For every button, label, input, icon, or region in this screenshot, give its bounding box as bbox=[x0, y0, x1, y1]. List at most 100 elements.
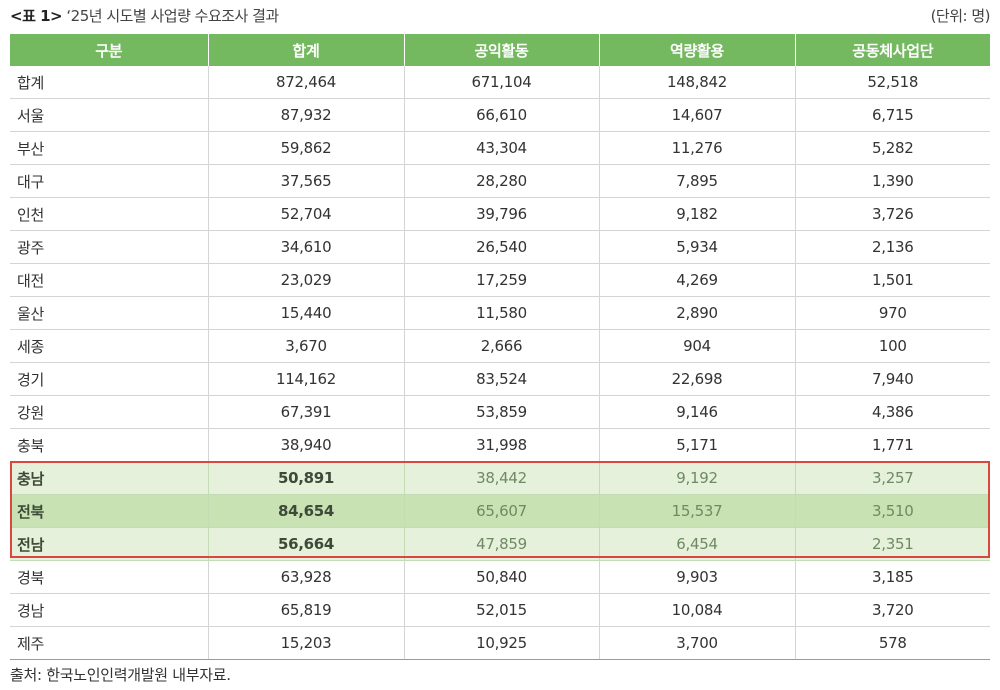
region-cell: 울산 bbox=[10, 296, 208, 330]
value-cell: 3,510 bbox=[794, 494, 990, 528]
value-cell: 11,276 bbox=[598, 131, 795, 165]
value-cell: 15,440 bbox=[207, 296, 404, 330]
value-cell: 1,501 bbox=[794, 263, 990, 297]
value-cell: 6,715 bbox=[794, 98, 990, 132]
region-cell: 경북 bbox=[10, 560, 208, 594]
column-header: 역량활용 bbox=[598, 34, 795, 66]
value-cell: 9,182 bbox=[598, 197, 795, 231]
value-cell: 43,304 bbox=[403, 131, 599, 165]
table-row: 부산 59,862 43,304 11,276 5,282 bbox=[10, 131, 990, 165]
value-cell: 671,104 bbox=[403, 66, 599, 99]
table-row: 대전 23,029 17,259 4,269 1,501 bbox=[10, 263, 990, 297]
value-cell: 1,390 bbox=[794, 164, 990, 198]
value-cell: 7,895 bbox=[598, 164, 795, 198]
value-cell: 52,015 bbox=[403, 593, 599, 627]
value-cell: 59,862 bbox=[207, 131, 404, 165]
value-cell: 84,654 bbox=[207, 494, 404, 528]
value-cell: 83,524 bbox=[403, 362, 599, 396]
region-cell: 광주 bbox=[10, 230, 208, 264]
value-cell: 148,842 bbox=[598, 66, 795, 99]
column-header: 공동체사업단 bbox=[794, 34, 990, 66]
value-cell: 26,540 bbox=[403, 230, 599, 264]
value-cell: 50,840 bbox=[403, 560, 599, 594]
value-cell: 4,386 bbox=[794, 395, 990, 429]
value-cell: 65,607 bbox=[403, 494, 599, 528]
value-cell: 17,259 bbox=[403, 263, 599, 297]
value-cell: 14,607 bbox=[598, 98, 795, 132]
value-cell: 970 bbox=[794, 296, 990, 330]
source-note: 출처: 한국노인인력개발원 내부자료. bbox=[10, 666, 231, 684]
value-cell: 5,934 bbox=[598, 230, 795, 264]
value-cell: 38,442 bbox=[403, 461, 599, 495]
value-cell: 578 bbox=[794, 626, 990, 660]
table-row: 합계 872,464 671,104 148,842 52,518 bbox=[10, 66, 990, 99]
table-row: 경기 114,162 83,524 22,698 7,940 bbox=[10, 362, 990, 396]
value-cell: 10,084 bbox=[598, 593, 795, 627]
column-header: 구분 bbox=[10, 34, 208, 66]
value-cell: 11,580 bbox=[403, 296, 599, 330]
table-row: 세종 3,670 2,666 904 100 bbox=[10, 329, 990, 363]
value-cell: 34,610 bbox=[207, 230, 404, 264]
value-cell: 3,670 bbox=[207, 329, 404, 363]
value-cell: 39,796 bbox=[403, 197, 599, 231]
region-cell: 경남 bbox=[10, 593, 208, 627]
table-row: 경북 63,928 50,840 9,903 3,185 bbox=[10, 560, 990, 594]
value-cell: 2,890 bbox=[598, 296, 795, 330]
table-row: 전남 56,664 47,859 6,454 2,351 bbox=[10, 527, 990, 561]
value-cell: 53,859 bbox=[403, 395, 599, 429]
region-cell: 대전 bbox=[10, 263, 208, 297]
value-cell: 5,282 bbox=[794, 131, 990, 165]
region-cell: 인천 bbox=[10, 197, 208, 231]
region-cell: 세종 bbox=[10, 329, 208, 363]
value-cell: 15,537 bbox=[598, 494, 795, 528]
value-cell: 5,171 bbox=[598, 428, 795, 462]
table-row: 전북 84,654 65,607 15,537 3,510 bbox=[10, 494, 990, 528]
region-cell: 충북 bbox=[10, 428, 208, 462]
value-cell: 50,891 bbox=[207, 461, 404, 495]
table-row: 서울 87,932 66,610 14,607 6,715 bbox=[10, 98, 990, 132]
table-row: 충남 50,891 38,442 9,192 3,257 bbox=[10, 461, 990, 495]
value-cell: 28,280 bbox=[403, 164, 599, 198]
column-header: 공익활동 bbox=[403, 34, 599, 66]
value-cell: 22,698 bbox=[598, 362, 795, 396]
value-cell: 67,391 bbox=[207, 395, 404, 429]
value-cell: 114,162 bbox=[207, 362, 404, 396]
value-cell: 100 bbox=[794, 329, 990, 363]
value-cell: 37,565 bbox=[207, 164, 404, 198]
region-cell: 전남 bbox=[10, 527, 208, 561]
region-cell: 전북 bbox=[10, 494, 208, 528]
region-cell: 강원 bbox=[10, 395, 208, 429]
table-title: ‘25년 시도별 사업량 수요조사 결과 bbox=[66, 7, 279, 25]
value-cell: 87,932 bbox=[207, 98, 404, 132]
value-cell: 63,928 bbox=[207, 560, 404, 594]
value-cell: 23,029 bbox=[207, 263, 404, 297]
region-cell: 충남 bbox=[10, 461, 208, 495]
value-cell: 2,136 bbox=[794, 230, 990, 264]
value-cell: 2,351 bbox=[794, 527, 990, 561]
table-row: 광주 34,610 26,540 5,934 2,136 bbox=[10, 230, 990, 264]
value-cell: 9,146 bbox=[598, 395, 795, 429]
region-cell: 대구 bbox=[10, 164, 208, 198]
value-cell: 3,720 bbox=[794, 593, 990, 627]
table-row: 제주 15,203 10,925 3,700 578 bbox=[10, 626, 990, 660]
value-cell: 1,771 bbox=[794, 428, 990, 462]
region-cell: 서울 bbox=[10, 98, 208, 132]
region-cell: 제주 bbox=[10, 626, 208, 660]
table-row: 경남 65,819 52,015 10,084 3,720 bbox=[10, 593, 990, 627]
value-cell: 52,704 bbox=[207, 197, 404, 231]
table-row: 대구 37,565 28,280 7,895 1,390 bbox=[10, 164, 990, 198]
value-cell: 7,940 bbox=[794, 362, 990, 396]
value-cell: 6,454 bbox=[598, 527, 795, 561]
region-cell: 합계 bbox=[10, 66, 208, 99]
value-cell: 3,700 bbox=[598, 626, 795, 660]
value-cell: 15,203 bbox=[207, 626, 404, 660]
value-cell: 872,464 bbox=[207, 66, 404, 99]
value-cell: 66,610 bbox=[403, 98, 599, 132]
value-cell: 3,726 bbox=[794, 197, 990, 231]
value-cell: 2,666 bbox=[403, 329, 599, 363]
value-cell: 4,269 bbox=[598, 263, 795, 297]
value-cell: 3,257 bbox=[794, 461, 990, 495]
value-cell: 31,998 bbox=[403, 428, 599, 462]
value-cell: 38,940 bbox=[207, 428, 404, 462]
value-cell: 65,819 bbox=[207, 593, 404, 627]
